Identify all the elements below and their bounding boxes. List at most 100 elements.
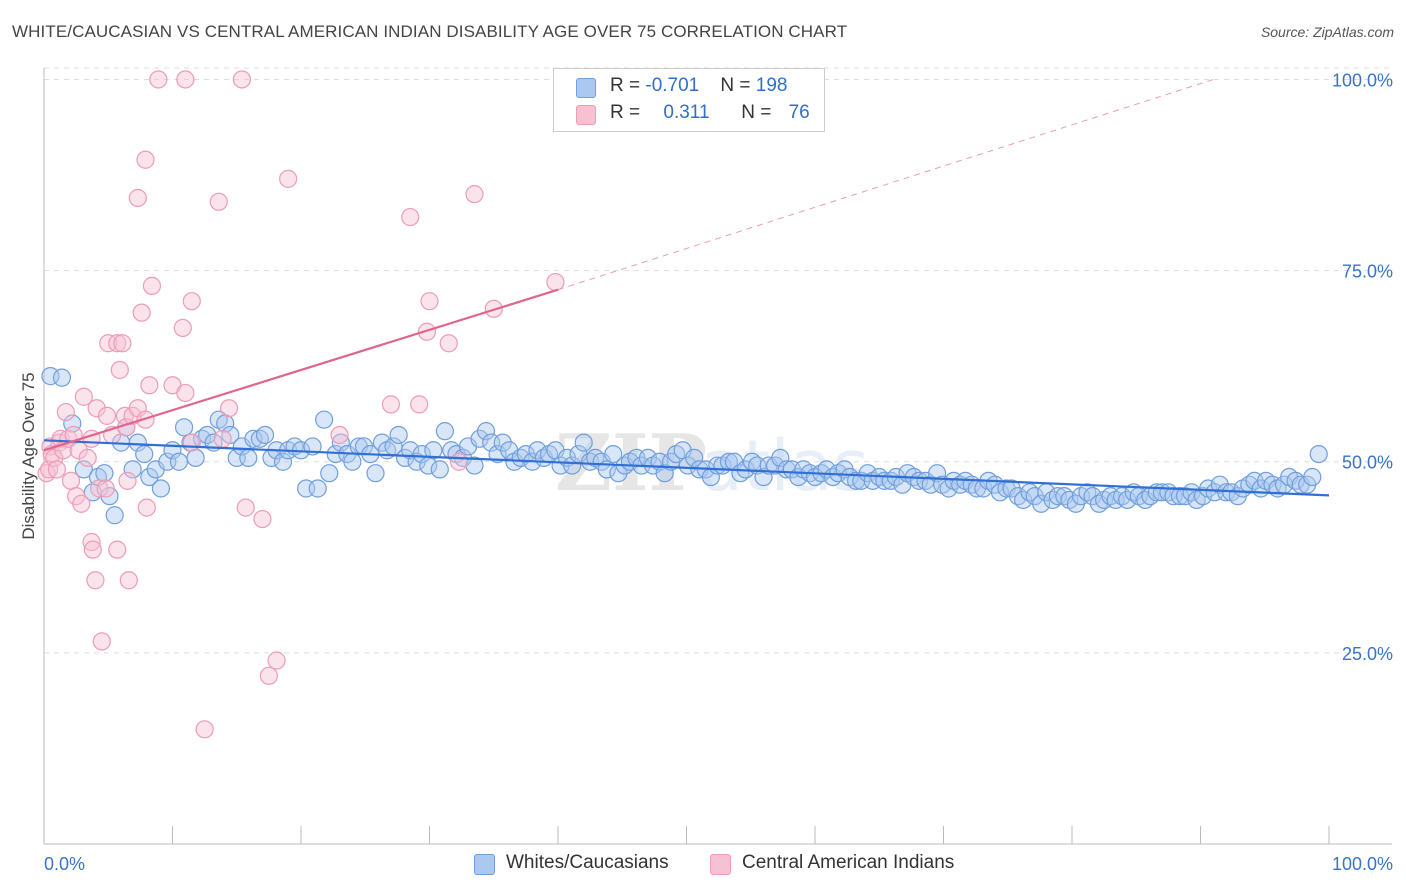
data-point-whites: [685, 448, 704, 468]
data-point-central-american-indians: [209, 192, 228, 211]
chart-title: WHITE/CAUCASIAN VS CENTRAL AMERICAN INDI…: [12, 22, 848, 41]
data-point-central-american-indians: [195, 720, 214, 739]
data-point-central-american-indians: [118, 471, 137, 490]
data-point-whites: [41, 367, 60, 386]
data-point-whites: [574, 433, 593, 452]
data-point-whites: [430, 460, 449, 479]
data-point-central-american-indians: [78, 448, 97, 468]
data-point-central-american-indians: [90, 479, 109, 498]
data-point-whites: [186, 448, 205, 468]
data-point-whites: [174, 418, 194, 437]
data-point-whites: [331, 433, 350, 452]
data-point-whites: [343, 452, 362, 471]
legend-r-label-blue: R =: [610, 75, 646, 96]
data-point-central-american-indians: [108, 540, 127, 559]
data-point-central-american-indians: [92, 632, 111, 651]
data-point-central-american-indians: [47, 460, 66, 479]
data-point-central-american-indians: [72, 494, 91, 513]
data-point-whites: [655, 464, 674, 483]
data-point-central-american-indians: [149, 70, 168, 89]
legend-r-label-pink: R =: [610, 102, 646, 123]
data-point-central-american-indians: [219, 399, 239, 418]
data-point-whites: [1048, 487, 1067, 506]
data-point-whites: [128, 433, 147, 452]
data-point-whites: [239, 448, 258, 468]
data-point-whites: [488, 444, 507, 464]
data-point-central-american-indians: [110, 360, 129, 380]
data-point-whites: [123, 460, 142, 479]
source-credit: Source: ZipAtlas.com: [1260, 24, 1394, 40]
y-axis-label: Disability Age Over 75: [19, 372, 38, 539]
data-point-central-american-indians: [267, 651, 286, 670]
data-point-whites: [216, 414, 235, 433]
data-point-whites: [424, 441, 443, 460]
legend-n-label-blue: N =: [720, 75, 756, 96]
data-point-whites: [105, 506, 124, 525]
data-point-central-american-indians: [142, 276, 162, 295]
data-point-whites: [151, 479, 171, 498]
data-point-central-american-indians: [108, 334, 127, 353]
series-label-whites: Whites/Caucasians: [506, 852, 669, 873]
data-point-whites: [604, 444, 623, 464]
data-point-whites: [476, 422, 496, 441]
data-point-central-american-indians: [136, 150, 155, 169]
data-point-central-american-indians: [83, 540, 102, 559]
y-tick-label: 100.0%: [1332, 70, 1393, 90]
data-point-central-american-indians: [96, 479, 115, 498]
data-point-central-american-indians: [182, 433, 201, 452]
trend-line-extension-central-american-indians: [557, 78, 1214, 291]
legend-r-value-blue: -0.701: [645, 75, 700, 96]
data-point-whites: [244, 429, 263, 448]
data-point-central-american-indians: [410, 395, 429, 414]
data-point-whites: [389, 425, 408, 445]
data-point-whites: [754, 467, 773, 487]
series-label-central-american-indians: Central American Indians: [742, 852, 955, 873]
data-point-whites: [465, 456, 484, 475]
data-point-whites: [308, 479, 327, 498]
data-point-central-american-indians: [236, 498, 255, 517]
y-tick-label: 75.0%: [1342, 262, 1393, 282]
data-point-central-american-indians: [546, 272, 565, 292]
data-point-central-american-indians: [97, 406, 117, 425]
legend-r-value-pink: 0.311: [663, 102, 710, 123]
trend-line-whites: [43, 439, 1330, 497]
data-point-central-american-indians: [465, 185, 484, 204]
data-point-central-american-indians: [61, 471, 81, 490]
data-point-central-american-indians: [330, 425, 349, 445]
data-point-whites: [320, 464, 339, 483]
data-point-central-american-indians: [87, 399, 106, 418]
legend-n-value-pink: 76: [788, 102, 810, 123]
data-point-central-american-indians: [86, 571, 105, 590]
x-tick-label: 0.0%: [44, 854, 85, 874]
x-tick-label: 100.0%: [1332, 854, 1393, 874]
data-point-central-american-indians: [132, 303, 151, 322]
data-point-whites: [412, 444, 431, 464]
y-tick-label: 50.0%: [1342, 453, 1393, 473]
data-point-central-american-indians: [119, 571, 138, 590]
data-point-central-american-indians: [176, 70, 195, 89]
data-point-whites: [563, 456, 582, 475]
data-point-central-american-indians: [279, 169, 298, 188]
data-point-whites: [135, 444, 154, 464]
data-point-central-american-indians: [140, 376, 159, 395]
y-tick-label: 25.0%: [1342, 644, 1393, 664]
data-point-central-american-indians: [128, 188, 147, 208]
data-point-central-american-indians: [113, 334, 132, 353]
data-point-whites: [74, 460, 93, 479]
data-point-whites: [255, 425, 275, 445]
data-point-central-american-indians: [56, 402, 75, 422]
data-point-central-american-indians: [449, 452, 469, 471]
data-point-central-american-indians: [74, 387, 93, 406]
data-point-central-american-indians: [401, 207, 420, 227]
data-point-central-american-indians: [82, 532, 101, 552]
legend-swatch-pink: [576, 105, 596, 125]
series-swatch-central-american-indians: [710, 854, 731, 875]
data-point-whites: [169, 452, 189, 471]
data-point-central-american-indians: [182, 292, 201, 311]
series-swatch-whites: [474, 854, 495, 875]
data-point-central-american-indians: [213, 429, 232, 448]
data-point-whites: [1032, 494, 1051, 513]
data-point-central-american-indians: [381, 395, 401, 414]
data-point-central-american-indians: [420, 292, 439, 311]
